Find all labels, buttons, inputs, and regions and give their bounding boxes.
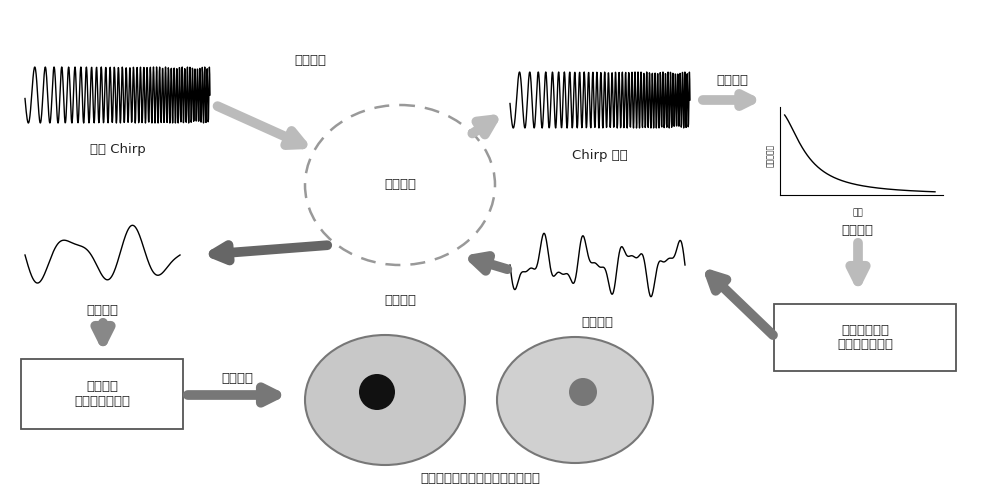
Text: 线形 Chirp: 线形 Chirp xyxy=(90,143,145,156)
Circle shape xyxy=(569,378,597,406)
Text: 一次激励: 一次激励 xyxy=(294,54,326,67)
Text: 归一化幅度: 归一化幅度 xyxy=(766,143,774,167)
FancyBboxPatch shape xyxy=(774,304,956,371)
Text: 被测介质: 被测介质 xyxy=(384,178,416,191)
Text: 混频信号: 混频信号 xyxy=(582,317,614,329)
FancyBboxPatch shape xyxy=(21,359,183,429)
Ellipse shape xyxy=(305,335,465,465)
Text: 混频响应: 混频响应 xyxy=(87,304,119,317)
Text: 频率: 频率 xyxy=(852,209,863,217)
Text: 数值分析: 数值分析 xyxy=(716,73,748,86)
Circle shape xyxy=(359,374,395,410)
Text: Chirp 响应: Chirp 响应 xyxy=(572,148,628,162)
Text: 分析敏感带宽
自定义混频信号: 分析敏感带宽 自定义混频信号 xyxy=(837,323,893,352)
Text: 正交解调
分析幅值与相位: 正交解调 分析幅值与相位 xyxy=(74,380,130,408)
Ellipse shape xyxy=(497,337,653,463)
Text: 频差法：分别基于幅值、相位重建: 频差法：分别基于幅值、相位重建 xyxy=(420,471,540,485)
Text: 幅频曲线: 幅频曲线 xyxy=(842,223,874,237)
Text: 图像重建: 图像重建 xyxy=(221,372,253,385)
Text: 二次激励: 二次激励 xyxy=(384,293,416,307)
